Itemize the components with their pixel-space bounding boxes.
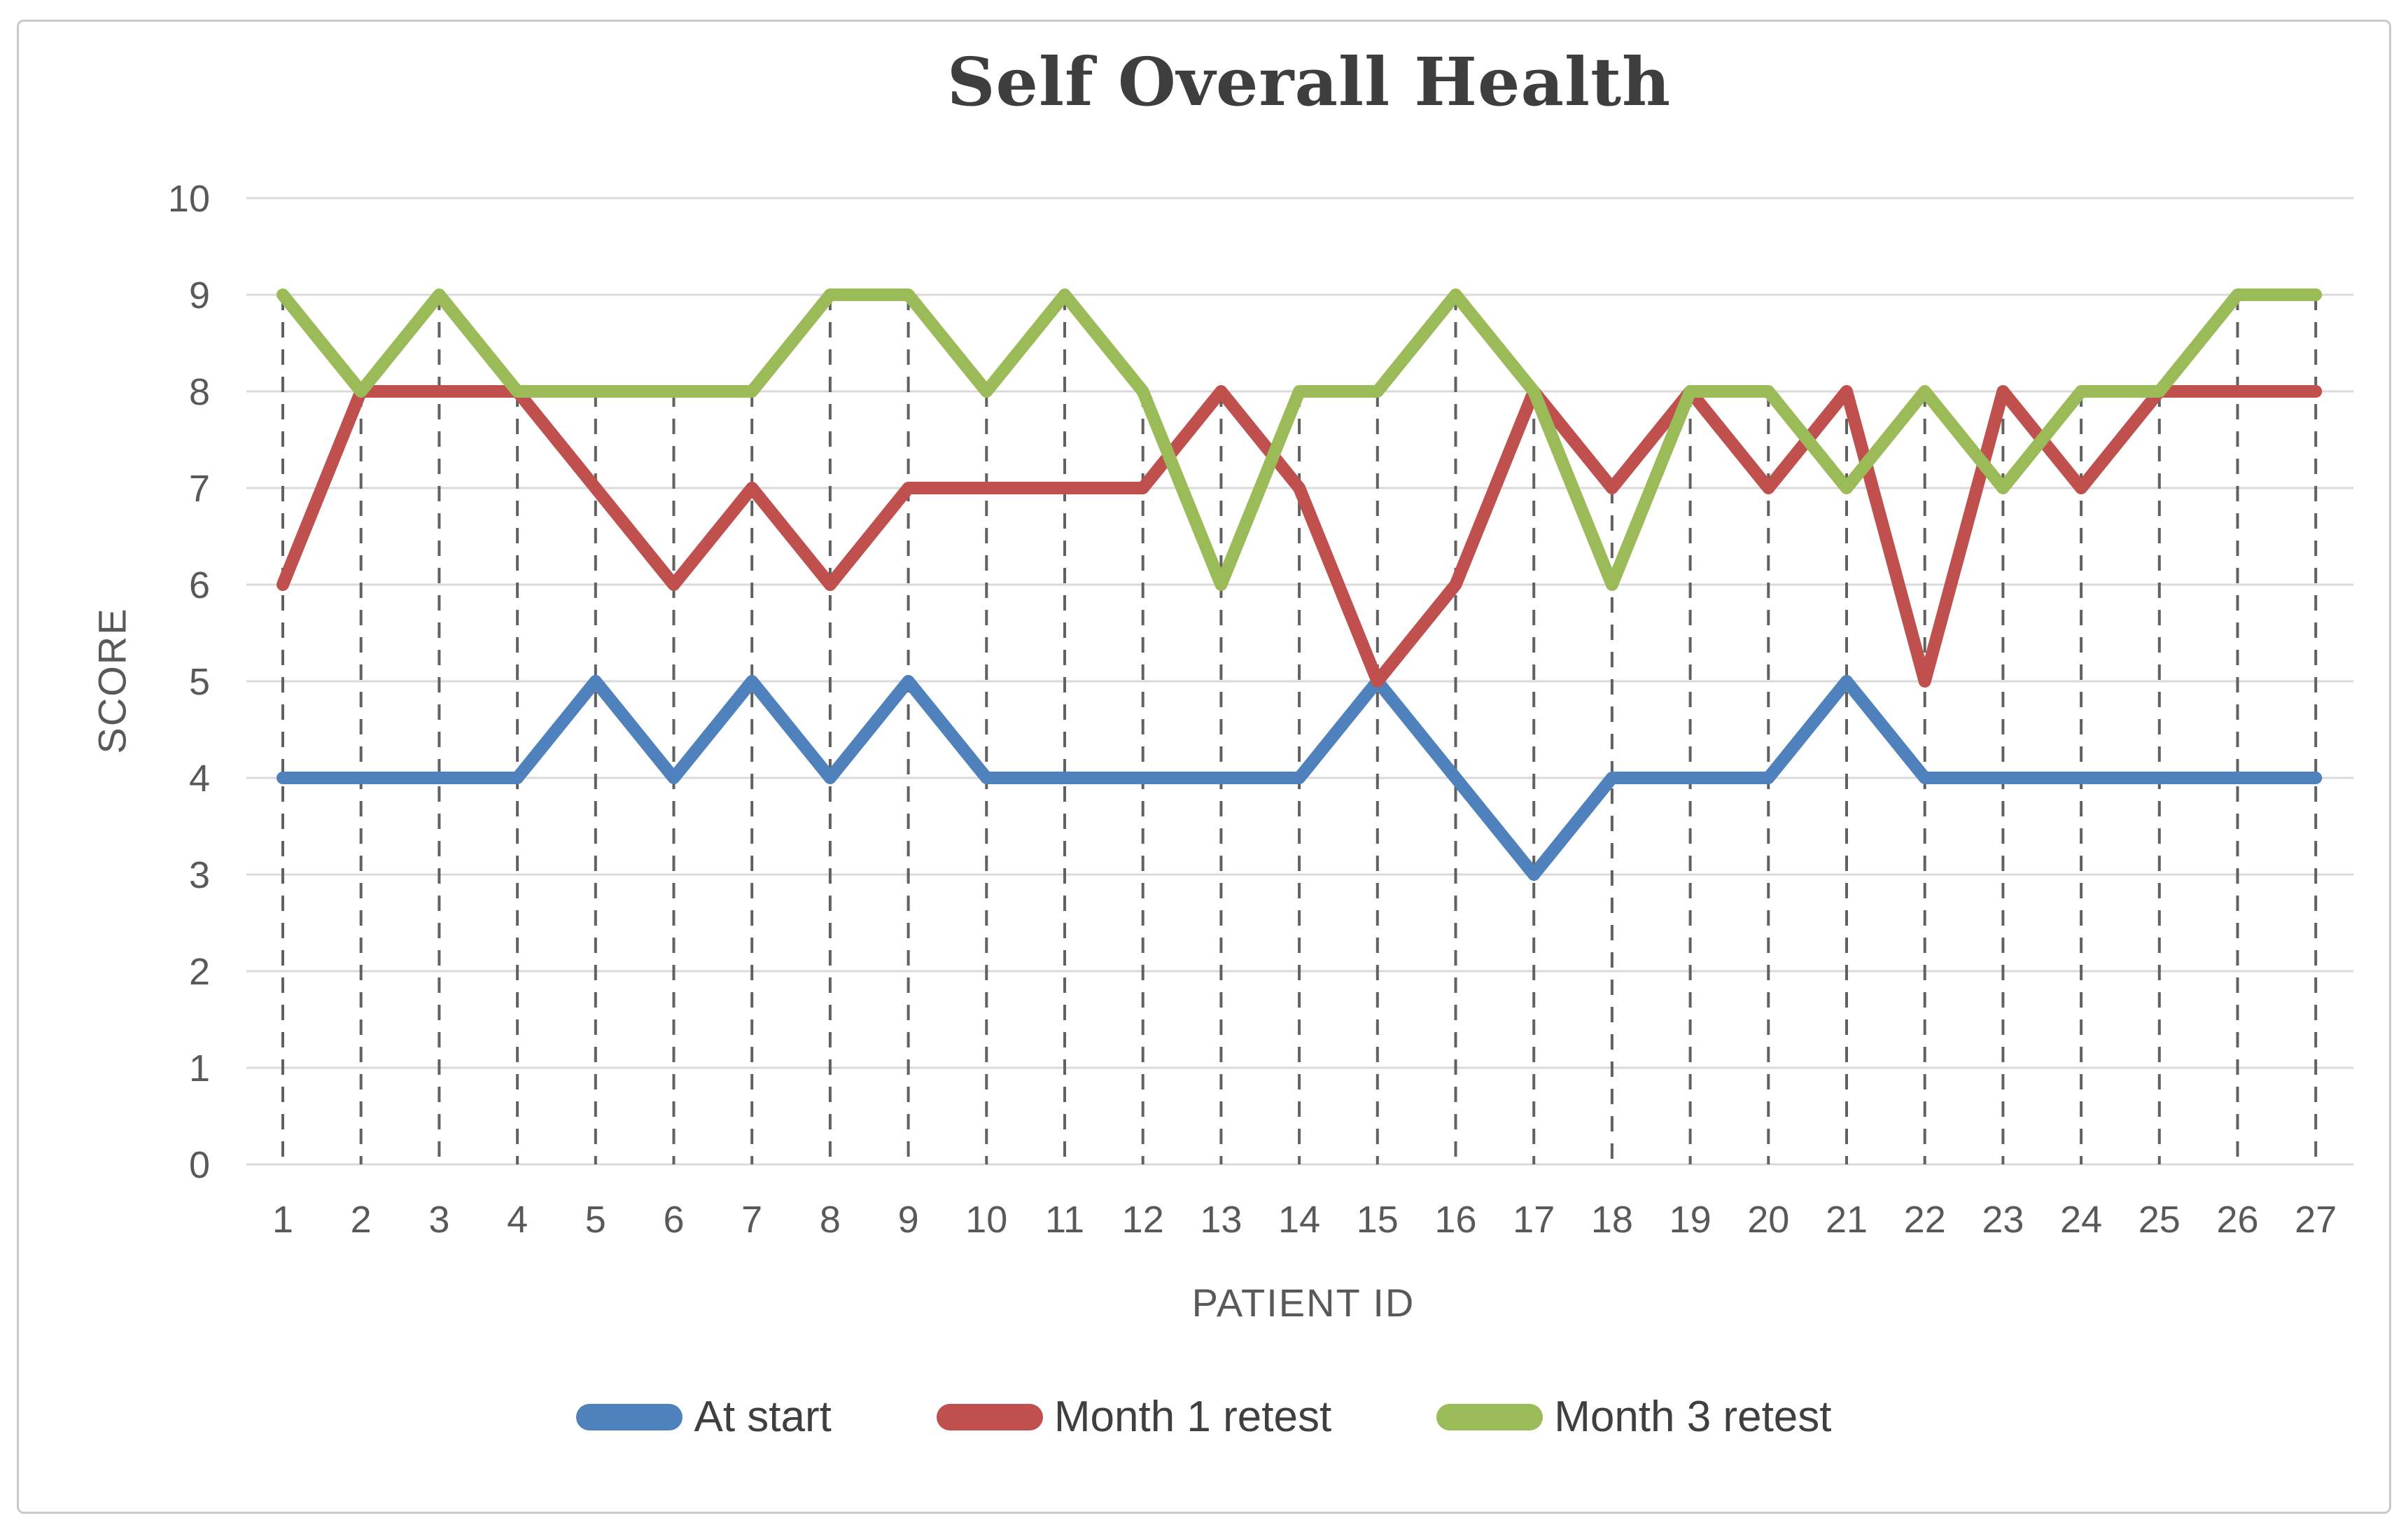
chart-frame xyxy=(17,20,2391,1514)
y-tick-label-0: 0 xyxy=(189,1144,210,1186)
x-tick-label-8: 8 xyxy=(820,1199,841,1241)
x-tick-label-23: 23 xyxy=(1982,1199,2024,1241)
x-tick-label-25: 25 xyxy=(2138,1199,2180,1241)
series-line-at-start xyxy=(276,675,2323,881)
series-line-month-1-retest xyxy=(276,385,2323,688)
x-tick-label-27: 27 xyxy=(2295,1199,2337,1241)
x-tick-label-11: 11 xyxy=(1045,1199,1084,1241)
x-tick-label-1: 1 xyxy=(272,1199,293,1241)
y-tick-label-8: 8 xyxy=(189,371,210,413)
x-tick-label-15: 15 xyxy=(1357,1199,1399,1241)
x-tick-label-21: 21 xyxy=(1826,1199,1868,1241)
chart-title: Self Overall Health xyxy=(946,43,1672,121)
y-tick-label-7: 7 xyxy=(189,468,210,510)
x-tick-label-2: 2 xyxy=(351,1199,372,1241)
y-tick-label-4: 4 xyxy=(189,758,210,800)
y-tick-label-6: 6 xyxy=(189,564,210,606)
legend-label-month-3-retest: Month 3 retest xyxy=(1554,1393,1832,1441)
x-tick-label-26: 26 xyxy=(2216,1199,2258,1241)
legend: At start Month 1 retest Month 3 retest xyxy=(0,1392,2408,1442)
y-tick-label-2: 2 xyxy=(189,951,210,993)
y-tick-label-3: 3 xyxy=(189,854,210,896)
y-tick-label-1: 1 xyxy=(189,1047,210,1089)
legend-swatch-at-start xyxy=(576,1403,683,1430)
y-tick-label-9: 9 xyxy=(189,274,210,316)
legend-label-month-1-retest: Month 1 retest xyxy=(1054,1393,1332,1441)
x-tick-label-3: 3 xyxy=(428,1199,449,1241)
x-tick-label-17: 17 xyxy=(1513,1199,1555,1241)
x-tick-label-20: 20 xyxy=(1747,1199,1789,1241)
x-tick-label-18: 18 xyxy=(1591,1199,1633,1241)
x-tick-label-6: 6 xyxy=(663,1199,684,1241)
x-tick-label-22: 22 xyxy=(1904,1199,1946,1241)
x-tick-label-10: 10 xyxy=(965,1199,1007,1241)
x-tick-label-16: 16 xyxy=(1434,1199,1476,1241)
x-tick-label-9: 9 xyxy=(898,1199,919,1241)
legend-item-month-1-retest: Month 1 retest xyxy=(936,1392,1332,1442)
x-tick-label-13: 13 xyxy=(1200,1199,1242,1241)
legend-label-at-start: At start xyxy=(694,1393,832,1441)
series-line-month-3-retest xyxy=(276,288,2323,591)
legend-item-at-start: At start xyxy=(576,1392,832,1442)
x-tick-label-14: 14 xyxy=(1278,1199,1320,1241)
y-tick-label-10: 10 xyxy=(168,178,210,220)
x-axis-title: PATIENT ID xyxy=(1191,1281,1415,1325)
legend-swatch-month-1-retest xyxy=(936,1403,1043,1430)
x-tick-label-4: 4 xyxy=(507,1199,528,1241)
x-tick-label-7: 7 xyxy=(741,1199,762,1241)
x-tick-label-24: 24 xyxy=(2060,1199,2102,1241)
legend-item-month-3-retest: Month 3 retest xyxy=(1436,1392,1832,1442)
legend-swatch-month-3-retest xyxy=(1436,1403,1544,1430)
x-tick-label-12: 12 xyxy=(1122,1199,1164,1241)
x-tick-label-5: 5 xyxy=(585,1199,606,1241)
x-tick-label-19: 19 xyxy=(1670,1199,1712,1241)
y-tick-label-5: 5 xyxy=(189,661,210,703)
